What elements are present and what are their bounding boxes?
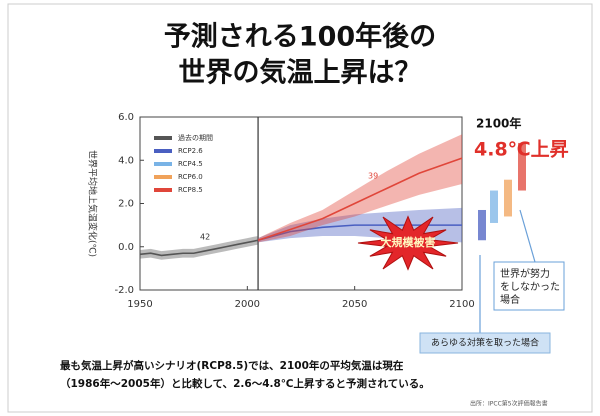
damage-label: 大規模被害 (381, 235, 436, 249)
no-effort-box (493, 261, 565, 311)
y-tick-label: 0.0 (118, 242, 134, 253)
range-bar (478, 209, 486, 241)
series-line (139, 239, 259, 257)
range-bar (504, 179, 512, 217)
y-tick-label: -2.0 (114, 285, 134, 296)
burst (357, 215, 459, 271)
caption: 最も気温上昇が高いシナリオ(RCP8.5)では、2100年の平均気温は現在 (60, 359, 404, 372)
model-count: 42 (200, 233, 210, 242)
uncertainty-band (140, 235, 259, 260)
x-tick-label: 2100 (449, 299, 474, 310)
uncertainty-band (258, 134, 462, 243)
x-tick-label: 2050 (342, 299, 367, 310)
pointer (519, 209, 536, 263)
y-tick-label: 4.0 (118, 155, 134, 166)
source: 出所：IPCC第5次評価報告書 (470, 400, 548, 408)
no-effort-label: をしなかった (500, 281, 560, 293)
no-effort-label: 世界が努力 (500, 267, 550, 280)
x-tick-label: 2000 (235, 299, 260, 310)
y-axis-label: 世界平均地上気温変化(℃) (87, 150, 99, 257)
all-measures-label: あらゆる対策を取った場合 (431, 337, 539, 349)
range-bar (490, 190, 498, 223)
legend-label: RCP2.6 (178, 147, 203, 155)
title: 世界の気温上昇は？ (179, 57, 422, 89)
rise-label: 4.8℃上昇 (474, 139, 569, 161)
legend-label: RCP6.0 (178, 173, 203, 181)
legend-label: RCP8.5 (178, 186, 203, 194)
series-line (257, 224, 462, 242)
caption: （1986年～2005年）と比較して、2.6～4.8℃上昇すると予測されている。 (60, 377, 430, 390)
x-tick-label: 1950 (127, 299, 152, 310)
model-count: 39 (368, 172, 378, 181)
y-tick-label: 6.0 (118, 112, 134, 123)
title: 予測される100年後の (164, 21, 436, 53)
legend-label: RCP4.5 (178, 160, 203, 168)
year-label: 2100年 (476, 116, 521, 131)
y-tick-label: 2.0 (118, 199, 134, 210)
legend-label: 過去の期間 (178, 133, 213, 142)
series-line (257, 157, 463, 242)
range-bar (518, 142, 526, 191)
no-effort-label: 場合 (500, 293, 520, 306)
all-measures-box (419, 332, 551, 354)
